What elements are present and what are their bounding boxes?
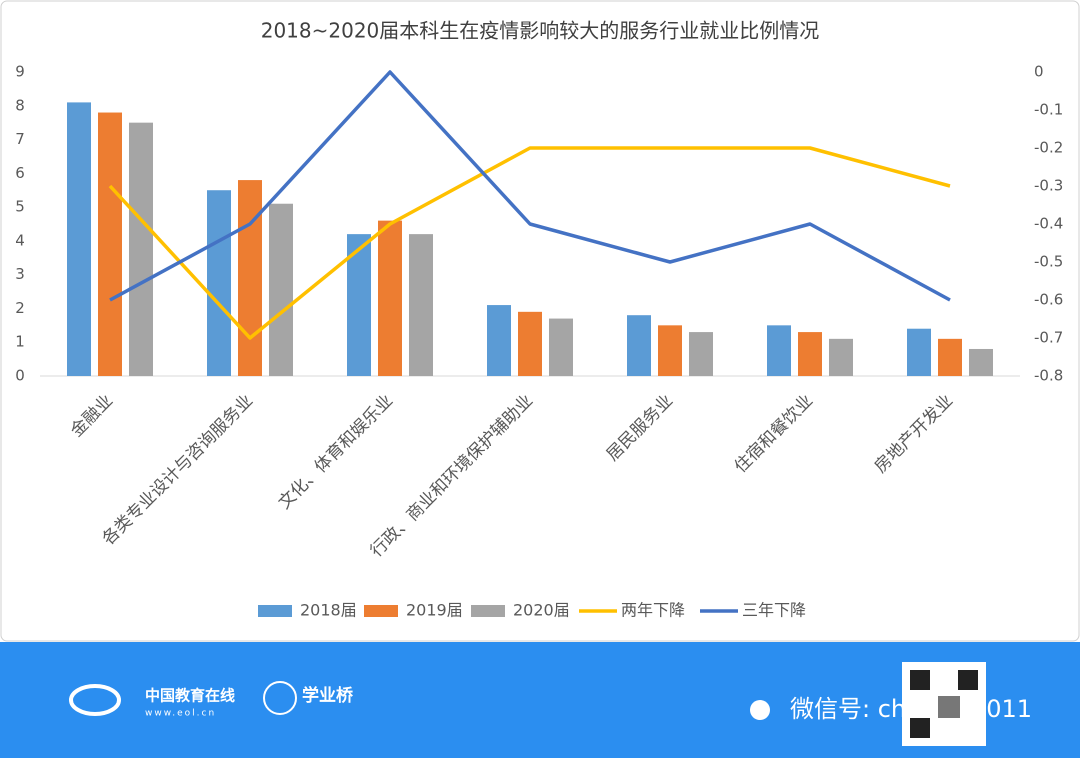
bar (549, 318, 573, 376)
bar (269, 203, 293, 376)
legend-swatch (258, 605, 292, 617)
bar (969, 348, 993, 376)
brand-name: 中国教育在线 (145, 687, 235, 705)
wechat-icon (750, 700, 770, 720)
qr-code (958, 670, 978, 690)
xueyeqiao-logo: 学业桥 (263, 681, 354, 715)
bar (67, 102, 91, 377)
chart-title: 2018~2020届本科生在疫情影响较大的服务行业就业比例情况 (261, 19, 820, 43)
bar (207, 190, 231, 376)
y-tick-label: 3 (15, 265, 25, 283)
qr-code (910, 718, 930, 738)
y-tick-label: 4 (15, 231, 25, 249)
y2-tick-label: -0.6 (1034, 291, 1063, 309)
legend-label: 2019届 (406, 601, 463, 620)
y-tick-label: 5 (15, 198, 25, 216)
legend-swatch (364, 605, 398, 617)
eol-logo: 中国教育在线 www.eol.cn (69, 684, 235, 719)
bar (409, 234, 433, 376)
logo-icon (263, 681, 297, 715)
line (108, 146, 951, 340)
bar (767, 325, 791, 376)
bar (938, 338, 962, 376)
brand-name: 学业桥 (302, 685, 354, 706)
wechat: 微信号: chenwu6011 (750, 662, 1032, 746)
legend-label: 2020届 (513, 601, 570, 620)
bar (798, 332, 822, 376)
footer-band (0, 642, 1080, 758)
y-tick-label: 7 (15, 130, 25, 148)
legend-label: 2018届 (300, 601, 357, 620)
bar (627, 315, 651, 376)
bar (829, 338, 853, 376)
legend-label: 两年下降 (621, 601, 685, 620)
bar (487, 305, 511, 376)
y2-tick-label: -0.5 (1034, 253, 1063, 271)
y-tick-label: 1 (15, 333, 25, 351)
y2-tick-label: -0.3 (1034, 177, 1063, 195)
y2-tick-label: -0.4 (1034, 215, 1063, 233)
bar (658, 325, 682, 376)
y2-tick-label: -0.8 (1034, 367, 1063, 385)
y-tick-label: 8 (15, 96, 25, 114)
line (109, 70, 951, 302)
bar (378, 220, 402, 376)
qr-code (938, 696, 960, 718)
legend-swatch (471, 605, 505, 617)
bar (129, 122, 153, 377)
legend-label: 三年下降 (742, 601, 806, 620)
y-tick-label: 0 (15, 367, 25, 385)
y2-tick-label: -0.2 (1034, 139, 1063, 157)
logo-icon (69, 684, 121, 716)
bar (238, 180, 262, 376)
y2-tick-label: -0.1 (1034, 101, 1063, 119)
y2-tick-label: -0.7 (1034, 329, 1063, 347)
y-tick-label: 2 (15, 299, 25, 317)
qr-code (910, 670, 930, 690)
y-tick-label: 9 (15, 63, 25, 81)
brand-url: www.eol.cn (145, 709, 216, 719)
y-tick-label: 6 (15, 164, 25, 182)
bar (98, 112, 122, 377)
bar (907, 328, 931, 376)
bar (689, 332, 713, 376)
y2-tick-label: 0 (1034, 63, 1044, 81)
bar (518, 311, 542, 376)
